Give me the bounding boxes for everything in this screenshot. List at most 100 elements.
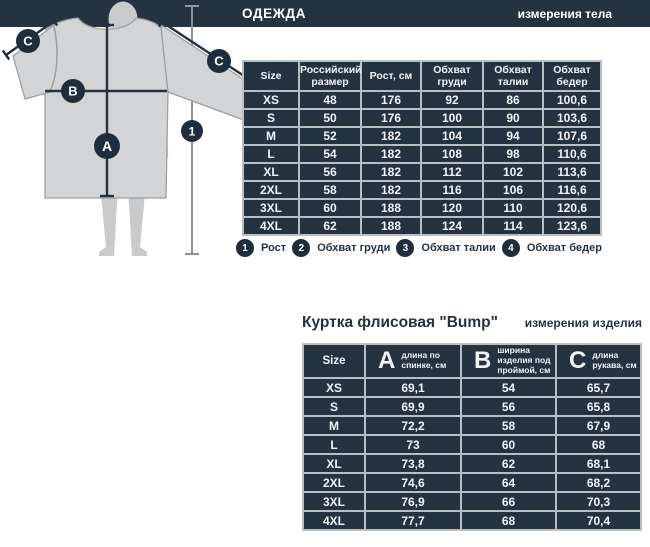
armhole-seam-line <box>49 26 58 93</box>
value-cell: 56 <box>300 164 360 180</box>
value-cell: 106 <box>484 182 542 198</box>
body-table-body: XS 48 176 92 86 100,6 S 50 176 100 90 103,6 M 52 182 10… <box>244 92 600 234</box>
size-cell: 4XL <box>244 218 298 234</box>
table-row: 3XL 76,9 66 70,3 <box>304 493 640 510</box>
legend-label: Обхват талии <box>421 242 496 254</box>
value-cell: 102 <box>484 164 542 180</box>
value-cell: 77,7 <box>366 512 460 529</box>
product-subtitle: измерения изделия <box>524 316 642 330</box>
value-cell: 94 <box>484 128 542 144</box>
marker-badge-height <box>181 120 203 142</box>
value-cell: 48 <box>300 92 360 108</box>
measurement-legend: 1 Рост 2 Обхват груди 3 Обхват талии 4 Обхват б… <box>236 239 602 257</box>
value-cell: 58 <box>300 182 360 198</box>
column-header: Обхват груди <box>422 62 482 90</box>
product-table-body: XS 69,1 54 65,7 S 69,9 56 65,8 M 72,2 58 67,9 L 73 60 6… <box>304 379 640 529</box>
measure-label: ширина изделия под проймой, см <box>497 345 551 375</box>
column-header: Рост, см <box>362 62 420 90</box>
value-cell: 188 <box>362 218 420 234</box>
value-cell: 123,6 <box>544 218 600 234</box>
legend-badge: 3 <box>396 239 415 257</box>
value-cell: 103,6 <box>544 110 600 126</box>
value-cell: 62 <box>462 455 555 472</box>
size-cell: XS <box>304 379 364 396</box>
body-table-header-row: Size Российский размер Рост, см Обхват груд… <box>244 62 600 90</box>
value-cell: 65,7 <box>557 379 640 396</box>
value-cell: 69,1 <box>366 379 460 396</box>
size-cell: 2XL <box>244 182 298 198</box>
size-cell: S <box>304 398 364 415</box>
size-cell: L <box>244 146 298 162</box>
value-cell: 68,2 <box>557 474 640 491</box>
value-cell: 114 <box>484 218 542 234</box>
value-cell: 74,6 <box>366 474 460 491</box>
value-cell: 73,8 <box>366 455 460 472</box>
value-cell: 120,6 <box>544 200 600 216</box>
clothing-header-bar: ОДЕЖДА измерения тела <box>0 0 650 27</box>
legend-item: 3 Обхват талии <box>396 239 496 257</box>
legend-badge: 2 <box>292 239 311 257</box>
value-cell: 62 <box>300 218 360 234</box>
value-cell: 68,1 <box>557 455 640 472</box>
value-cell: 73 <box>366 436 460 453</box>
value-cell: 70,3 <box>557 493 640 510</box>
table-row: XL 56 182 112 102 113,6 <box>244 164 600 180</box>
size-cell: 2XL <box>304 474 364 491</box>
value-cell: 66 <box>462 493 555 510</box>
value-cell: 110 <box>484 200 542 216</box>
column-header: Size <box>304 345 364 377</box>
marker-letter-sleeve-left: C <box>23 34 33 49</box>
size-cell: S <box>244 110 298 126</box>
body-table: Size Российский размер Рост, см Обхват груд… <box>242 60 602 236</box>
value-cell: 86 <box>484 92 542 108</box>
value-cell: 54 <box>300 146 360 162</box>
column-header: Size <box>244 62 298 90</box>
legend-badge: 4 <box>501 239 520 257</box>
value-cell: 70,4 <box>557 512 640 529</box>
value-cell: 50 <box>300 110 360 126</box>
table-row: M 52 182 104 94 107,6 <box>244 128 600 144</box>
table-row: S 50 176 100 90 103,6 <box>244 110 600 126</box>
column-header: Российский размер <box>300 62 362 90</box>
value-cell: 65,8 <box>557 398 640 415</box>
size-cell: XL <box>304 455 364 472</box>
jacket-measurement-diagram: A B C C <box>1 15 287 199</box>
value-cell: 116,6 <box>544 182 600 198</box>
value-cell: 182 <box>362 128 420 144</box>
legend-label: Обхват груди <box>317 242 391 254</box>
body-table-head: Size Российский размер Рост, см Обхват груд… <box>244 62 600 90</box>
table-row: L 54 182 108 98 110,6 <box>244 146 600 162</box>
legend-item: 4 Обхват бедер <box>501 239 602 257</box>
table-row: 4XL 77,7 68 70,4 <box>304 512 640 529</box>
value-cell: 67,9 <box>557 417 640 434</box>
value-cell: 92 <box>422 92 482 108</box>
value-cell: 56 <box>462 398 555 415</box>
measure-label: длина рукава, см <box>592 350 637 370</box>
measure-letter: A <box>378 347 396 374</box>
table-row: 3XL 60 188 120 110 120,6 <box>244 200 600 216</box>
product-title: Куртка флисовая "Bump" <box>302 314 498 331</box>
marker-badge-back-length <box>94 133 120 159</box>
value-cell: 98 <box>484 146 542 162</box>
value-cell: 188 <box>362 200 420 216</box>
value-cell: 60 <box>300 200 360 216</box>
table-row: XL 73,8 62 68,1 <box>304 455 640 472</box>
value-cell: 182 <box>362 182 420 198</box>
size-cell: M <box>244 128 298 144</box>
size-cell: L <box>304 436 364 453</box>
column-header: Обхват бедер <box>544 62 600 90</box>
marker-letter-back-length: A <box>102 138 112 154</box>
table-row: S 69,9 56 65,8 <box>304 398 640 415</box>
size-cell: 4XL <box>304 512 364 529</box>
value-cell: 176 <box>362 110 420 126</box>
value-cell: 68 <box>557 436 640 453</box>
value-cell: 69,9 <box>366 398 460 415</box>
legend-item: 2 Обхват груди <box>292 239 390 257</box>
value-cell: 68 <box>462 512 555 529</box>
